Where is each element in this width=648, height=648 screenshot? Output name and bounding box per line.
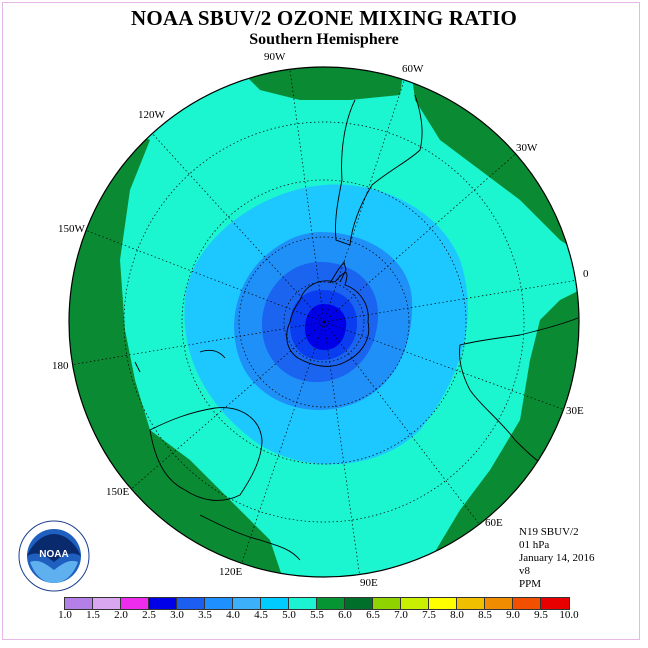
- colorbar-tick-label: 9.5: [534, 609, 548, 621]
- longitude-lines: [69, 69, 579, 577]
- info-level: 01 hPa: [519, 539, 550, 551]
- indonesia-coast: [199, 514, 301, 561]
- antarctic-peninsula: [329, 260, 347, 284]
- noaa-logo: NOAA: [18, 520, 90, 592]
- lon-label-180: 180: [52, 360, 69, 372]
- colorbar-swatch: [233, 598, 261, 609]
- colorbar-tick-label: 4.0: [226, 609, 240, 621]
- colorbar-tick-label: 3.0: [170, 609, 184, 621]
- ozone-band-2-5: [304, 304, 347, 350]
- map-border: [68, 66, 580, 578]
- colorbar-swatch: [485, 598, 513, 609]
- colorbar-ticks: 1.0 1.5 2.0 2.5 3.0 3.5 4.0 4.5 5.0 5.5 6.0 6.5 7.0 7…: [0, 609, 648, 623]
- colorbar-tick-label: 2.0: [114, 609, 128, 621]
- colorbar-swatch: [345, 598, 373, 609]
- info-block: N19 SBUV/2 01 hPa January 14, 2016 v8 PP…: [519, 526, 594, 591]
- colorbar-tick-label: 8.5: [478, 609, 492, 621]
- colorbar-tick-label: 6.0: [338, 609, 352, 621]
- map-title: NOAA SBUV/2 OZONE MIXING RATIO: [131, 6, 517, 30]
- colorbar-tick-label: 10.0: [559, 609, 579, 621]
- info-date: January 14, 2016: [519, 552, 595, 564]
- colorbar-swatch: [93, 598, 121, 609]
- colorbar-swatch: [401, 598, 429, 609]
- lon-label-90e: 90E: [360, 577, 378, 589]
- coastlines: [134, 94, 579, 561]
- colorbar-tick-label: 7.5: [422, 609, 436, 621]
- south-america-coast: [335, 94, 423, 246]
- colorbar-tick-label: 2.5: [142, 609, 156, 621]
- map-subtitle: Southern Hemisphere: [249, 31, 399, 48]
- colorbar-swatch: [149, 598, 177, 609]
- colorbar-swatch: [177, 598, 205, 609]
- australia-coast: [149, 407, 263, 501]
- lon-label-150e: 150E: [106, 486, 130, 498]
- noaa-logo-text: NOAA: [39, 549, 68, 560]
- info-version: v8: [519, 565, 530, 577]
- colorbar-tick-label: 3.5: [198, 609, 212, 621]
- colorbar-swatch: [289, 598, 317, 609]
- new-zealand-coast: [134, 349, 226, 373]
- colorbar-tick-label: 7.0: [394, 609, 408, 621]
- lon-label-120e: 120E: [219, 566, 243, 578]
- latitude-circles: [123, 121, 525, 523]
- lon-label-90w: 90W: [264, 51, 286, 63]
- colorbar-swatch: [541, 598, 569, 609]
- info-satellite: N19 SBUV/2: [519, 526, 579, 538]
- colorbar-tick-label: 1.0: [58, 609, 72, 621]
- colorbar-swatch: [261, 598, 289, 609]
- lon-label-150w: 150W: [58, 223, 85, 235]
- antarctica-coast: [286, 272, 370, 367]
- colorbar-tick-label: 9.0: [506, 609, 520, 621]
- lon-label-30w: 30W: [516, 142, 538, 154]
- colorbar-swatch: [205, 598, 233, 609]
- colorbar-swatch: [121, 598, 149, 609]
- colorbar-tick-label: 6.5: [366, 609, 380, 621]
- colorbar-swatch: [513, 598, 541, 609]
- lon-label-0: 0: [583, 268, 589, 280]
- colorbar-tick-label: 5.5: [310, 609, 324, 621]
- colorbar-swatch: [429, 598, 457, 609]
- figure-frame: [2, 2, 640, 640]
- colorbar-swatch: [373, 598, 401, 609]
- lon-label-60e: 60E: [485, 517, 503, 529]
- lon-label-60w: 60W: [402, 63, 424, 75]
- africa-coast: [459, 317, 579, 471]
- colorbar-swatch: [457, 598, 485, 609]
- info-units: PPM: [519, 578, 542, 590]
- lon-label-120w: 120W: [138, 109, 165, 121]
- colorbar-tick-label: 1.5: [86, 609, 100, 621]
- lon-label-30e: 30E: [566, 405, 584, 417]
- colorbar-tick-label: 5.0: [282, 609, 296, 621]
- colorbar-swatch: [317, 598, 345, 609]
- colorbar-swatch: [65, 598, 93, 609]
- colorbar-tick-label: 8.0: [450, 609, 464, 621]
- colorbar: [64, 597, 570, 610]
- colorbar-tick-label: 4.5: [254, 609, 268, 621]
